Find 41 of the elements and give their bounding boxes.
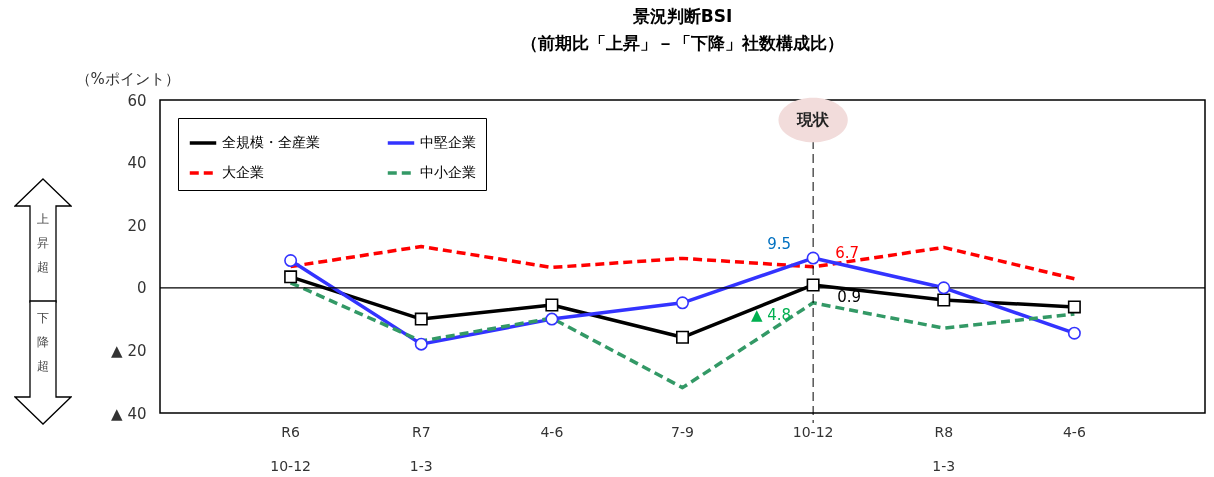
annotation: 0.9 [837, 287, 861, 306]
point [284, 270, 298, 284]
x-tick-label: 10-12 [792, 423, 834, 440]
point [937, 293, 951, 307]
point [1067, 300, 1081, 314]
annotation: ▲ 4.8 [750, 305, 792, 324]
y-tick-label: ▲ 20 [111, 341, 147, 360]
point [545, 312, 559, 326]
ref-line-label: 現状 [796, 110, 831, 129]
point [806, 251, 820, 265]
x-tick-label: 7-9 [671, 423, 694, 440]
y-tick-label: ▲ 40 [111, 404, 147, 423]
point [284, 254, 298, 268]
point [937, 281, 951, 295]
legend-label: 中小企業 [420, 164, 476, 180]
legend-label: 中堅企業 [420, 134, 476, 150]
annotation: 9.5 [767, 235, 792, 254]
point [676, 330, 689, 344]
annotation: 6.7 [835, 243, 859, 262]
x-tick-label: 4-6 [540, 423, 564, 440]
category-label: R6 10-12 [270, 423, 311, 474]
chart-title: 景況判断BSI [631, 6, 733, 26]
point [1067, 326, 1081, 340]
y-tick-label: 40 [127, 154, 147, 173]
point [414, 312, 428, 326]
up-arrow: 上昇超 [14, 178, 72, 303]
y-tick-label: 0 [136, 279, 147, 298]
category-label: R7 1-3 [409, 423, 433, 474]
chart-subtitle: （前期比「上昇」－「下降」社数構成比） [521, 33, 844, 53]
point [545, 298, 559, 312]
legend-label: 全規模・全産業 [222, 134, 320, 150]
legend-label: 大企業 [222, 164, 264, 180]
point [806, 278, 820, 292]
x-tick-label: 4-6 [1062, 423, 1086, 440]
y-tick-label: 20 [127, 216, 147, 235]
down-arrow: 下降超 [14, 300, 72, 425]
y-tick-label: 60 [127, 91, 147, 110]
y-axis-title: （%ポイント） [75, 69, 180, 88]
category-label: R8 1-3 [932, 423, 956, 474]
point [676, 296, 689, 310]
point [414, 337, 428, 351]
